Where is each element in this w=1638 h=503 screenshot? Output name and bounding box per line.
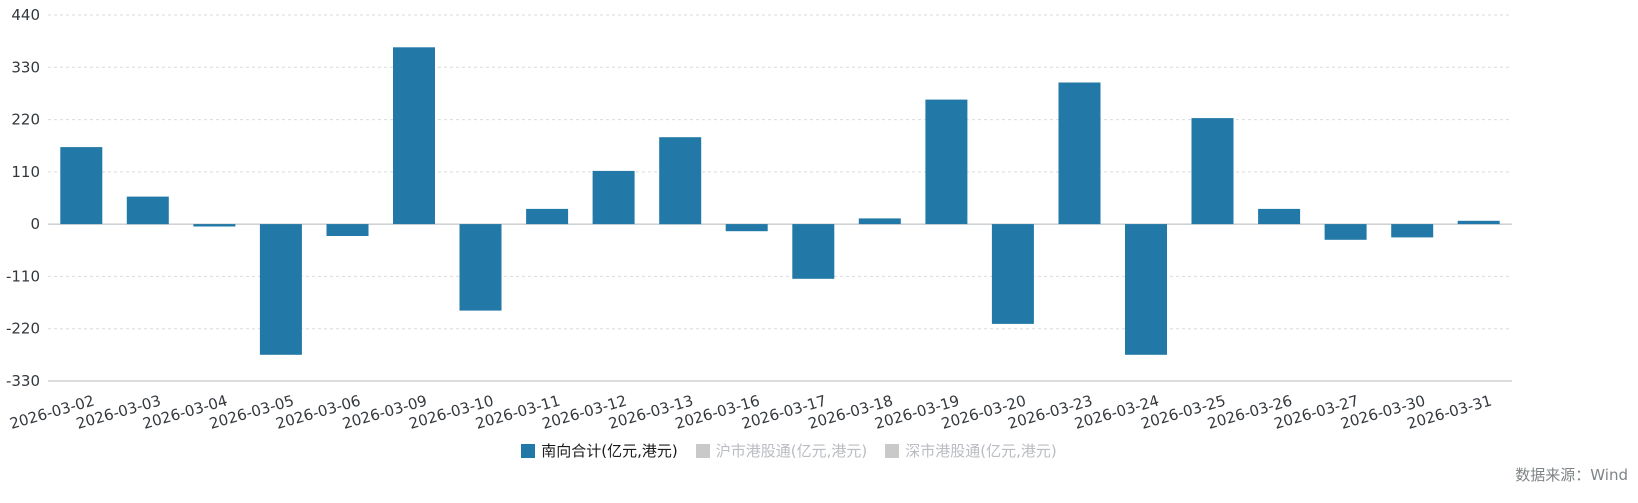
legend-label-sh-connect: 沪市港股通(亿元,港元) (715, 442, 868, 460)
bar (459, 224, 502, 311)
bar (526, 208, 569, 225)
legend-item-southbound-total[interactable]: 南向合计(亿元,港元) (521, 440, 678, 461)
y-axis-tick-label: -110 (6, 267, 40, 285)
bar (126, 196, 169, 225)
y-axis-tick-label: 440 (11, 6, 40, 24)
legend-swatch-sz-connect (885, 443, 900, 458)
bar (659, 137, 702, 225)
y-axis-tick-label: 110 (11, 163, 40, 181)
legend-item-sh-connect[interactable]: 沪市港股通(亿元,港元) (695, 440, 868, 461)
bar (393, 47, 435, 225)
bar (259, 224, 302, 355)
bar (991, 224, 1034, 324)
legend-swatch-southbound-total (521, 443, 536, 458)
y-axis-tick-label: -330 (6, 372, 40, 390)
bar (1058, 82, 1101, 225)
bar (1457, 220, 1500, 225)
chart-legend: 南向合计(亿元,港元) 沪市港股通(亿元,港元) 深市港股通(亿元,港元) (0, 440, 1578, 461)
bar-chart: 4403302201100-110-220-3302026-03-022026-… (6, 6, 1512, 433)
bar (60, 147, 103, 225)
y-axis-tick-label: 220 (11, 111, 40, 129)
bar (193, 224, 236, 227)
bar (1258, 208, 1301, 225)
bar (326, 224, 369, 236)
bar (858, 218, 901, 225)
bar (792, 224, 835, 279)
data-source-note: 数据来源：Wind (1515, 466, 1628, 484)
legend-swatch-sh-connect (695, 443, 710, 458)
bar (725, 224, 768, 232)
legend-item-sz-connect[interactable]: 深市港股通(亿元,港元) (885, 440, 1057, 461)
y-axis-tick-label: 0 (30, 215, 40, 233)
bar (592, 170, 635, 225)
bar (1324, 224, 1367, 240)
bar (1191, 118, 1234, 225)
bar (925, 99, 968, 225)
y-axis-tick-label: -220 (6, 320, 40, 338)
legend-label-southbound-total: 南向合计(亿元,港元) (541, 442, 678, 460)
y-axis-tick-label: 330 (11, 58, 40, 76)
legend-label-sz-connect: 深市港股通(亿元,港元) (905, 442, 1057, 460)
bar (1125, 224, 1167, 355)
bar (1391, 224, 1434, 238)
